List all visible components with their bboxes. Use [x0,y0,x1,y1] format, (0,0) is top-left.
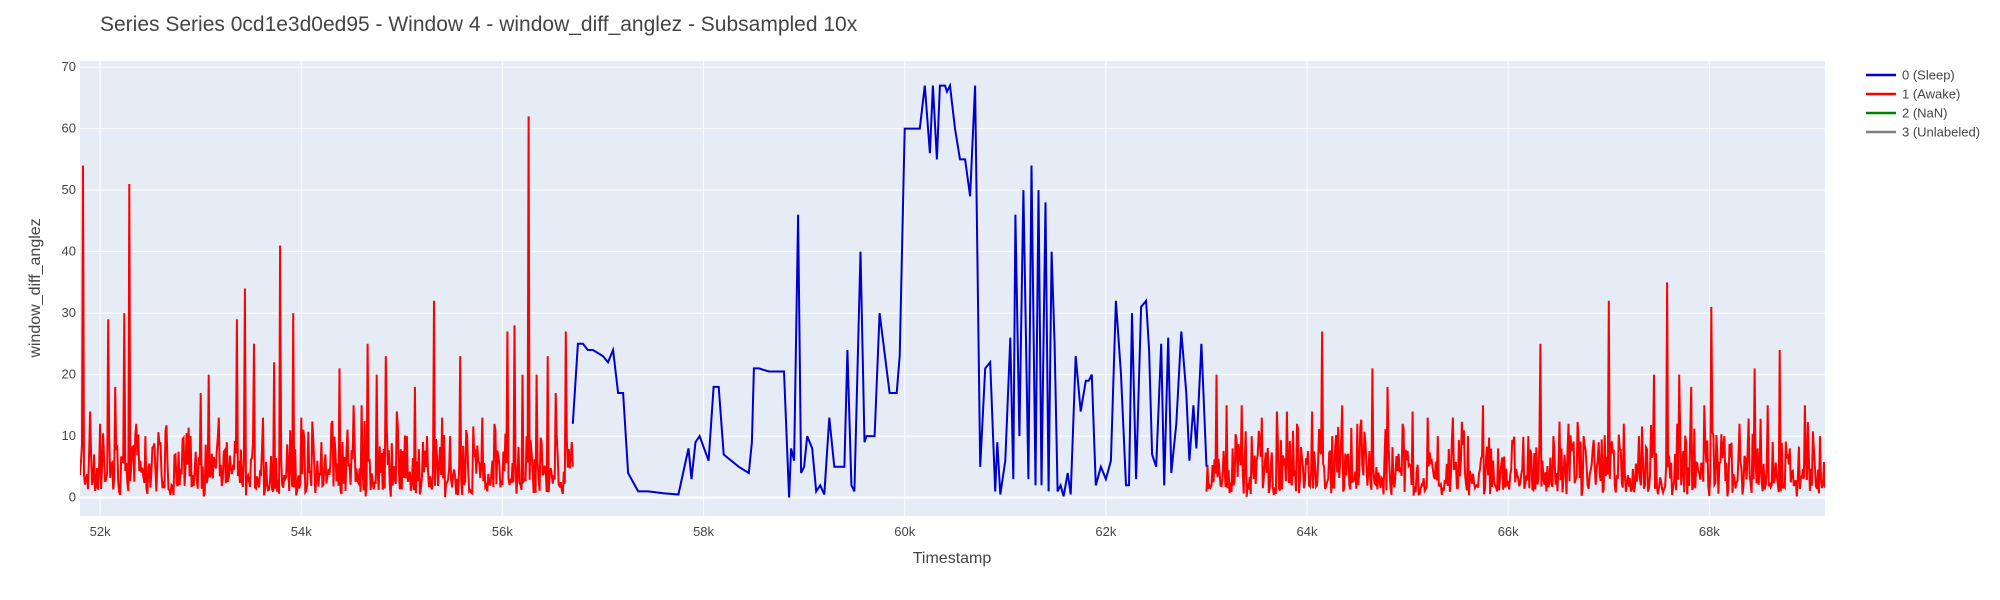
legend-item[interactable]: 3 (Unlabeled) [1866,125,1980,140]
x-tick-label: 54k [291,524,312,539]
y-tick-label: 0 [69,490,76,505]
y-tick-label: 70 [62,59,76,74]
legend[interactable]: 0 (Sleep) 1 (Awake) 2 (NaN) 3 (Unlabeled) [1866,68,1980,140]
x-tick-label: 68k [1699,524,1720,539]
series-line-awake [1205,282,1825,497]
gridlines [80,61,1825,516]
y-tick-label: 30 [62,305,76,320]
x-tick-label: 66k [1498,524,1519,539]
x-tick-label: 62k [1095,524,1116,539]
legend-item[interactable]: 0 (Sleep) [1866,68,1955,83]
series-lines [80,82,1825,498]
legend-label: 3 (Unlabeled) [1902,125,1980,140]
y-axis-ticks: 0 10 20 30 40 50 60 70 [62,59,76,504]
legend-label: 0 (Sleep) [1902,68,1955,83]
x-axis-title: Timestamp [913,550,992,567]
x-tick-label: 60k [894,524,915,539]
legend-item[interactable]: 1 (Awake) [1866,87,1960,102]
series-line-awake [80,116,574,498]
x-axis-ticks: 52k 54k 56k 58k 60k 62k 64k 66k 68k [90,524,1721,539]
y-tick-label: 60 [62,121,76,136]
series-line-sleep [571,82,1208,498]
x-tick-label: 58k [693,524,714,539]
plot-area [80,61,1825,516]
legend-item[interactable]: 2 (NaN) [1866,106,1948,121]
legend-label: 1 (Awake) [1902,87,1960,102]
y-tick-label: 20 [62,367,76,382]
y-tick-label: 50 [62,182,76,197]
y-tick-label: 40 [62,244,76,259]
x-tick-label: 56k [492,524,513,539]
y-tick-label: 10 [62,428,76,443]
chart-title: Series Series 0cd1e3d0ed95 - Window 4 - … [100,13,858,36]
x-tick-label: 52k [90,524,111,539]
y-axis-title: window_diff_anglez [27,218,44,358]
legend-label: 2 (NaN) [1902,106,1948,121]
x-tick-label: 64k [1297,524,1318,539]
